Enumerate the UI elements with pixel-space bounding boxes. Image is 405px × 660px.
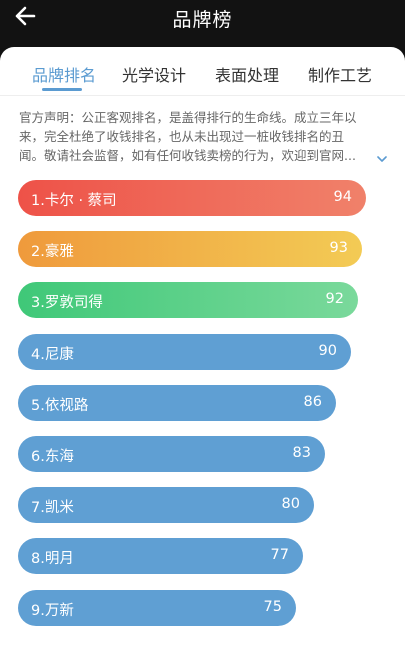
- tab-craftsmanship[interactable]: 制作工艺: [308, 66, 373, 85]
- brand-score: 86: [303, 394, 322, 410]
- brand-score: 80: [281, 496, 300, 512]
- brand-name: 3.罗敦司得: [31, 295, 103, 311]
- statement-line: 来，完全杜绝了收钱排名，也从未出现过一桩收钱排名的丑: [19, 129, 345, 144]
- chevron-down-icon: [377, 156, 387, 162]
- ranking-bar[interactable]: 3.罗敦司得 92: [18, 282, 358, 318]
- arrow-left-icon: [15, 6, 36, 26]
- brand-score: 92: [325, 291, 344, 307]
- tabs-divider: [0, 95, 405, 96]
- ranking-bar[interactable]: 4.尼康 90: [18, 334, 351, 370]
- expand-statement-button[interactable]: [376, 149, 388, 162]
- brand-name: 8.明月: [31, 551, 74, 567]
- statement-line: 官方声明：公正客观排名，是盖得排行的生命线。成立三年以: [19, 110, 357, 125]
- official-statement: 官方声明：公正客观排名，是盖得排行的生命线。成立三年以 来，完全杜绝了收钱排名，…: [19, 108, 389, 165]
- brand-name: 5.依视路: [31, 398, 89, 414]
- brand-score: 93: [329, 240, 348, 256]
- back-button[interactable]: [12, 4, 42, 32]
- brand-score: 77: [270, 547, 289, 563]
- page-title: 品牌榜: [172, 9, 233, 31]
- ranking-bar[interactable]: 1.卡尔 · 蔡司 94: [18, 180, 366, 216]
- brand-name: 2.豪雅: [31, 244, 74, 260]
- ranking-bar[interactable]: 8.明月 77: [18, 538, 303, 574]
- tab-surface-treatment[interactable]: 表面处理: [215, 66, 280, 85]
- ranking-bar[interactable]: 5.依视路 86: [18, 385, 336, 421]
- brand-name: 4.尼康: [31, 347, 74, 363]
- ranking-bar[interactable]: 7.凯米 80: [18, 487, 314, 523]
- brand-name: 1.卡尔 · 蔡司: [31, 193, 117, 209]
- ranking-bar[interactable]: 2.豪雅 93: [18, 231, 362, 267]
- brand-score: 75: [263, 599, 282, 615]
- top-bar: 品牌榜: [0, 0, 405, 48]
- ranking-bar[interactable]: 9.万新 75: [18, 590, 296, 626]
- tab-bar: 品牌排名 光学设计 表面处理 制作工艺: [0, 47, 405, 96]
- brand-name: 9.万新: [31, 603, 74, 619]
- statement-line: 闻。敬请社会监督，如有任何收钱卖榜的行为，欢迎到官网...: [19, 148, 356, 163]
- tab-optical-design[interactable]: 光学设计: [122, 66, 187, 85]
- active-tab-indicator: [42, 88, 82, 91]
- brand-score: 90: [318, 343, 337, 359]
- brand-score: 94: [333, 189, 352, 205]
- brand-name: 6.东海: [31, 449, 74, 465]
- ranking-bar[interactable]: 6.东海 83: [18, 436, 325, 472]
- brand-name: 7.凯米: [31, 500, 74, 516]
- tab-brand-ranking[interactable]: 品牌排名: [32, 66, 97, 85]
- content-sheet: 品牌排名 光学设计 表面处理 制作工艺 官方声明：公正客观排名，是盖得排行的生命…: [0, 47, 405, 660]
- brand-score: 83: [292, 445, 311, 461]
